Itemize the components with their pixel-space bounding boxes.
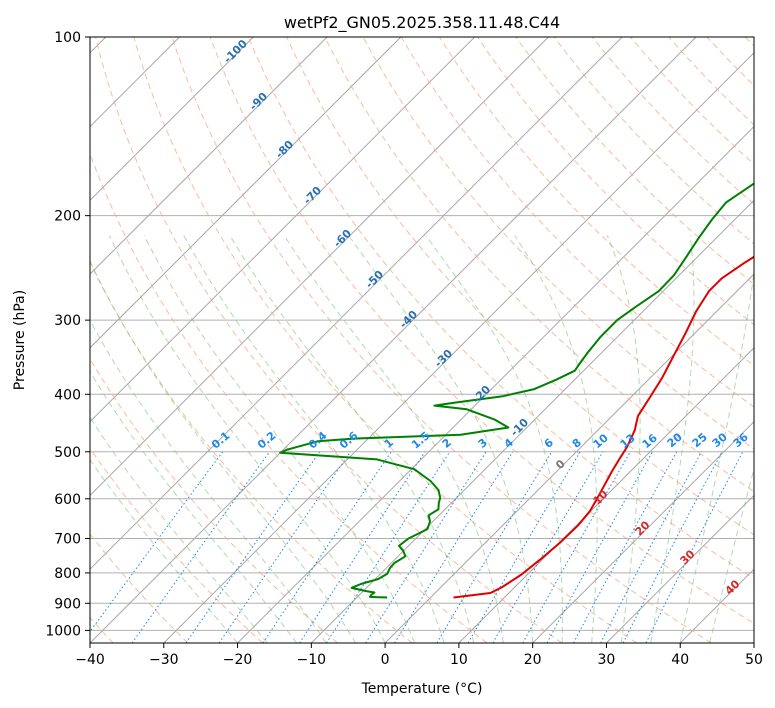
y-tick-label: 100 [54, 30, 81, 46]
x-tick-label: 50 [745, 652, 763, 668]
mixing-ratio-line [185, 451, 321, 643]
x-axis: −40 −30 −20 −10 0 10 20 30 40 50 [75, 643, 763, 668]
isotherm-line [90, 37, 697, 643]
moist-adiabat-line [90, 319, 327, 643]
pressure-gridlines [90, 37, 754, 631]
y-tick-label: 400 [54, 387, 81, 403]
x-tick-label: −10 [297, 652, 327, 668]
moist-adiabat-line [425, 235, 563, 643]
mixing-ratio-line [365, 451, 487, 643]
dry-adiabat-line [591, 37, 754, 205]
x-tick-label: 40 [671, 652, 689, 668]
x-tick-label: −20 [223, 652, 253, 668]
moist-adiabat-line [514, 235, 598, 643]
dry-adiabat-line [95, 37, 563, 643]
y-tick-label: 600 [54, 492, 81, 508]
mixing-ratio-line [299, 451, 426, 643]
x-tick-label: 20 [524, 652, 542, 668]
moist-adiabat-line [108, 235, 386, 643]
x-tick-label: −30 [149, 652, 179, 668]
moist-adiabat-line [229, 235, 475, 643]
moist-adiabat-line [348, 235, 534, 643]
mixing-ratio-lines [90, 451, 744, 643]
mixing-ratio-line [90, 451, 224, 633]
mixing-ratio-line [325, 451, 451, 643]
dry-adiabat-line [630, 37, 754, 165]
mixing-ratio-line [522, 451, 631, 643]
dry-adiabat-line [90, 152, 488, 643]
isotherm-line [90, 37, 476, 423]
dry-adiabat-line [362, 37, 754, 450]
y-tick-label: 200 [54, 209, 81, 225]
x-axis-label: Temperature (°C) [361, 681, 483, 697]
moist-adiabat-line [606, 235, 641, 643]
isotherm-line [237, 125, 754, 643]
dry-adiabat-line [133, 37, 637, 643]
profile-line [453, 255, 754, 599]
chart-title: wetPf2_GN05.2025.358.11.48.C44 [284, 13, 560, 33]
dry-adiabat-line [439, 37, 754, 367]
moist-adiabat-line [90, 259, 357, 643]
moist-adiabat-line [709, 466, 754, 643]
dry-adiabat-line [90, 261, 413, 643]
mixing-ratio-line [262, 451, 392, 643]
dry-adiabat-line [286, 37, 754, 536]
y-tick-label: 300 [54, 313, 81, 329]
plot-area [90, 37, 754, 643]
isotherm-line [606, 494, 754, 643]
y-axis-label: Pressure (hPa) [12, 290, 28, 390]
moist-adiabat-line [283, 235, 504, 643]
y-tick-label: 700 [54, 532, 81, 548]
dry-adiabat-line [400, 37, 754, 408]
moist-adiabat-line [650, 235, 695, 643]
x-tick-label: −40 [75, 652, 105, 668]
profile-line [279, 182, 754, 599]
isotherm-line [90, 37, 402, 349]
isotherm-line [90, 37, 254, 202]
y-tick-label: 900 [54, 596, 81, 612]
isotherm-lines [90, 37, 754, 643]
mixing-ratio-line [573, 451, 678, 643]
mixing-ratio-line [546, 451, 653, 643]
isotherm-line [90, 37, 623, 570]
dry-adiabat-lines [90, 37, 754, 643]
dry-adiabat-line [90, 447, 263, 643]
y-tick-label: 500 [54, 445, 81, 461]
isotherm-line [163, 52, 754, 643]
x-tick-label: 0 [381, 652, 390, 668]
y-tick-label: 1000 [45, 623, 81, 639]
moist-adiabat-line [143, 235, 416, 643]
dry-adiabat-line [477, 37, 754, 326]
isotherm-line [532, 420, 754, 643]
isotherm-line [90, 37, 549, 497]
mixing-ratio-line [218, 451, 351, 643]
y-axis: 100 200 300 400 500 600 700 800 900 1000 [45, 30, 90, 639]
mixing-ratio-line [600, 451, 702, 643]
x-tick-label: 10 [450, 652, 468, 668]
y-tick-label: 800 [54, 566, 81, 582]
mixing-ratio-line [436, 451, 553, 643]
isotherm-line [90, 37, 328, 275]
mixing-ratio-line [645, 451, 744, 643]
dry-adiabat-line [247, 37, 754, 580]
profile-series [279, 182, 754, 599]
isotherm-line [384, 273, 754, 643]
x-tick-label: 30 [598, 652, 616, 668]
plot-frame [89, 36, 755, 644]
moist-adiabat-line [183, 235, 445, 643]
moist-adiabat-lines [90, 235, 754, 643]
mixing-ratio-line [131, 451, 271, 643]
moist-adiabat-line [679, 268, 754, 643]
